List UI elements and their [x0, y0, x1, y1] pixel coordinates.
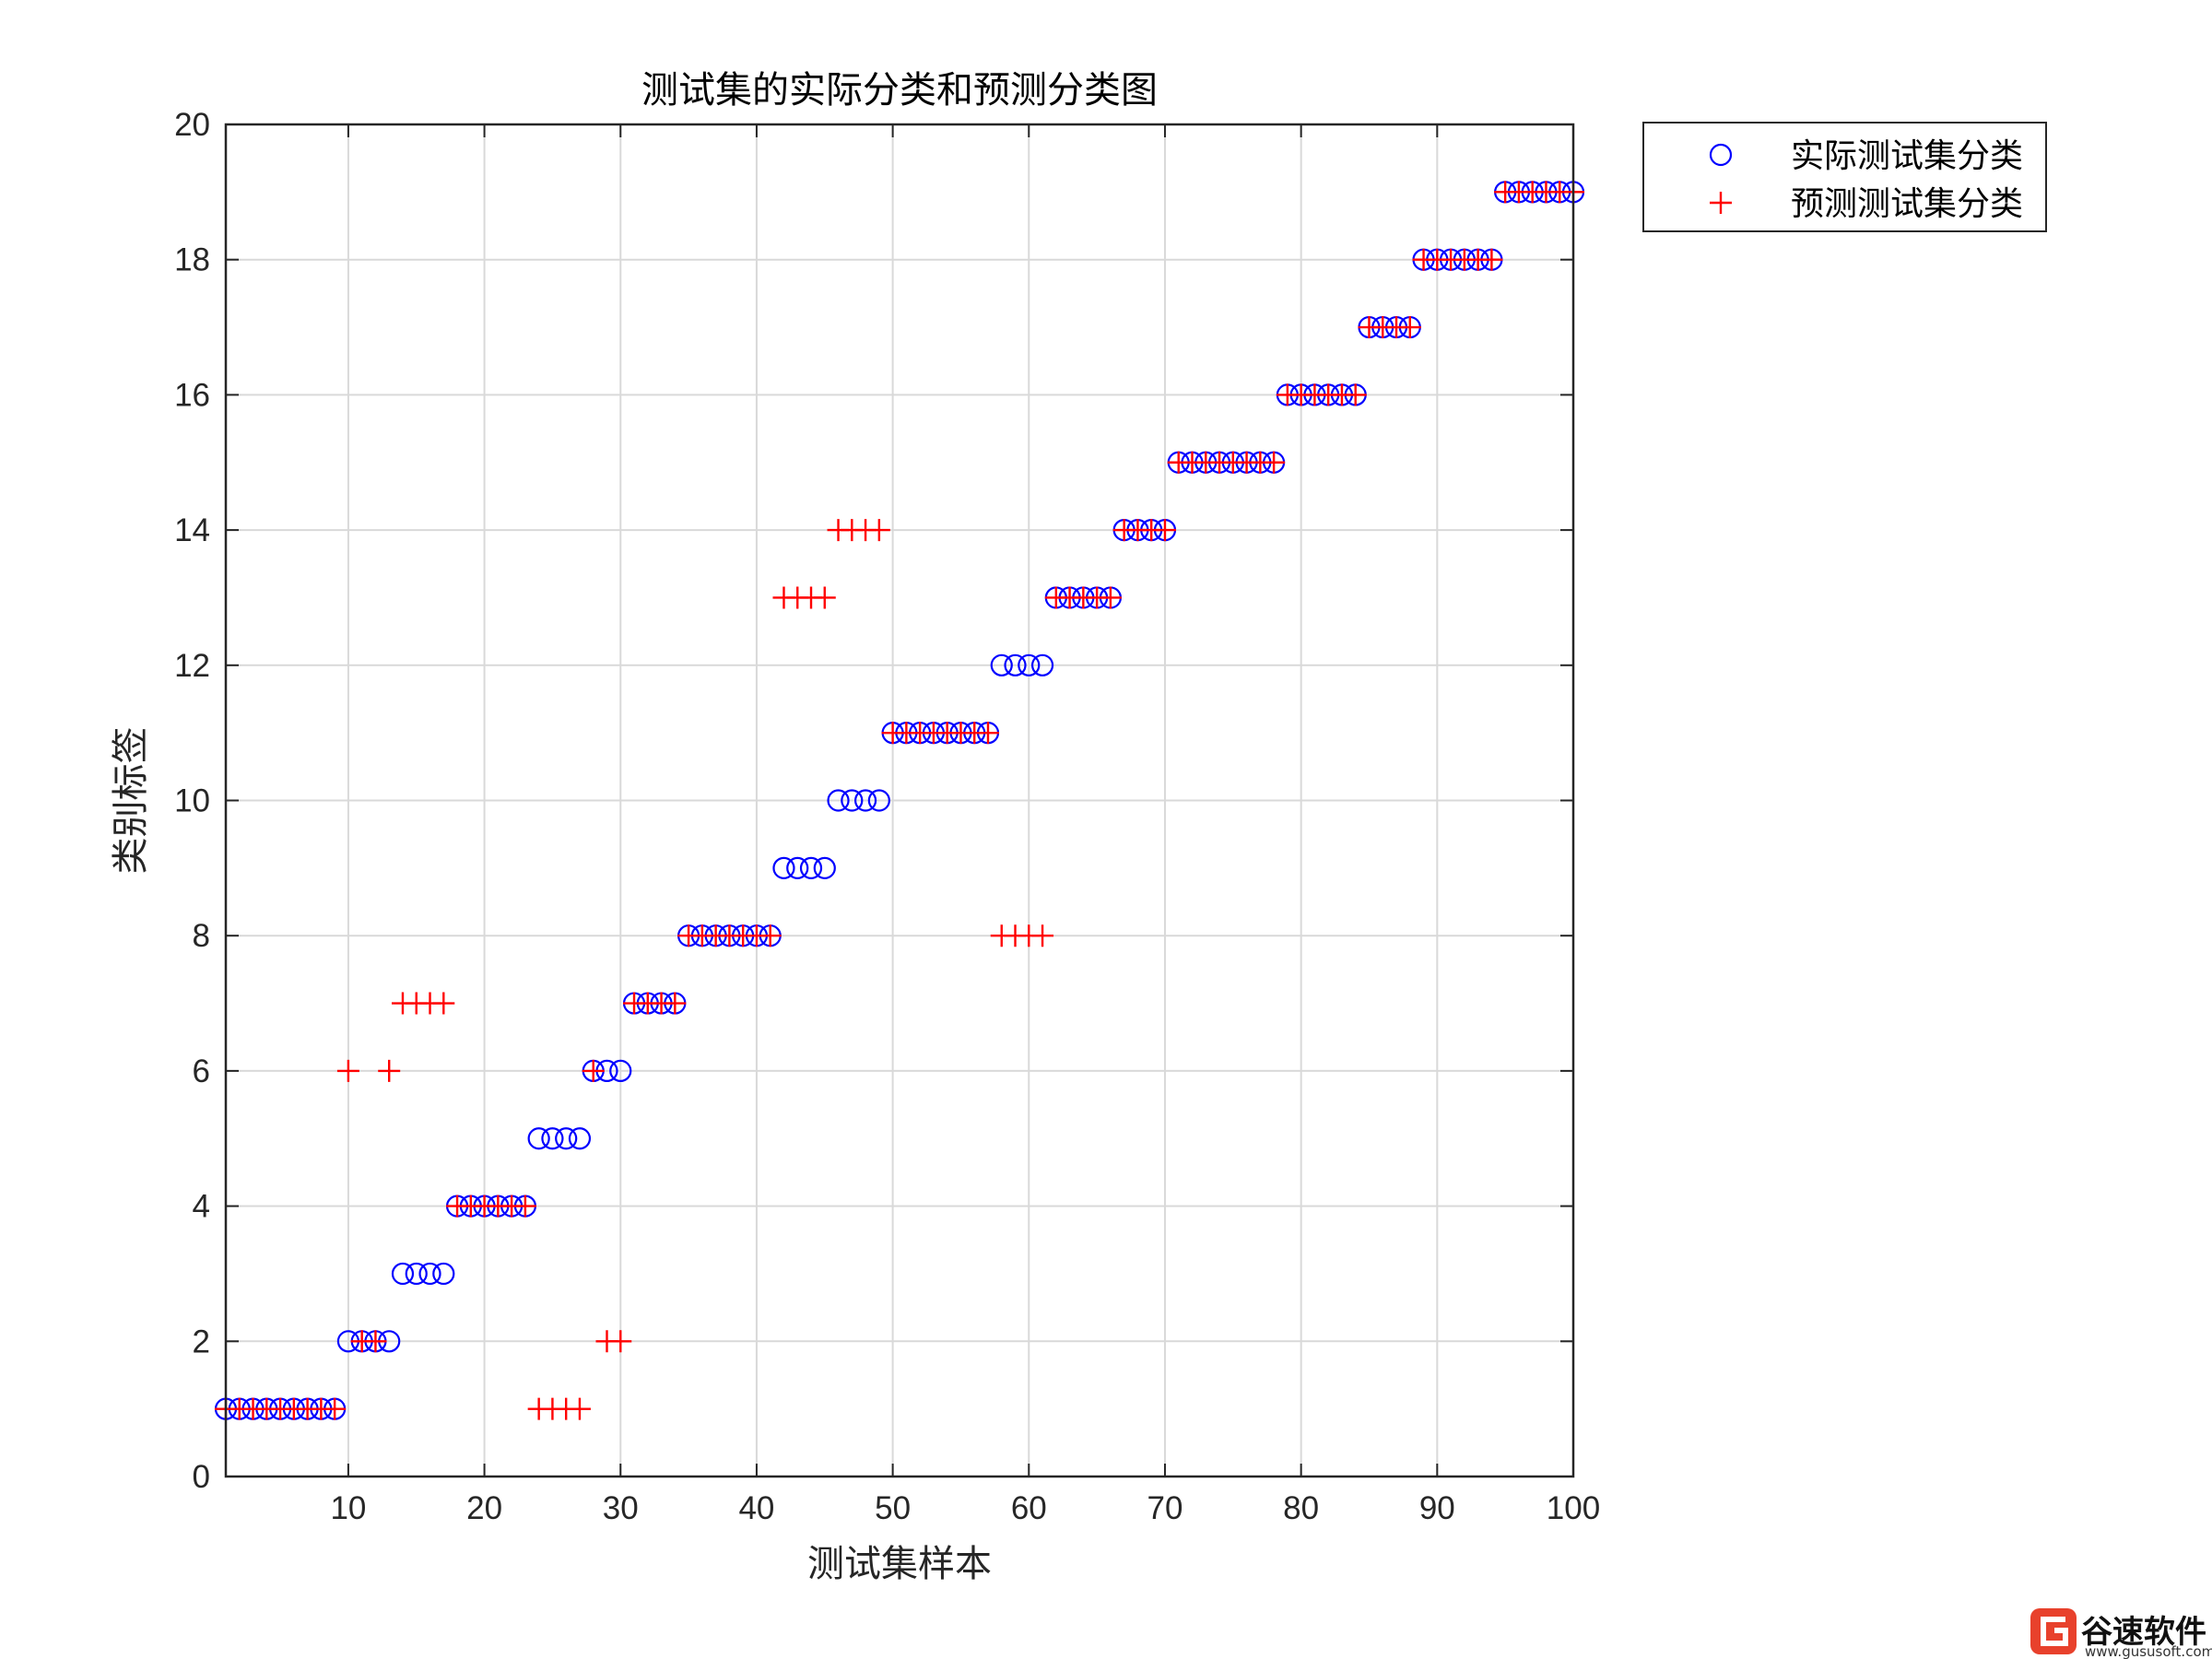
actual-point [867, 789, 890, 812]
y-tick-label: 20 [174, 107, 210, 143]
chart-title: 测试集的实际分类和预测分类图 [641, 69, 1158, 112]
y-tick-label: 2 [193, 1324, 210, 1359]
actual-point [841, 789, 864, 812]
predicted-point [1153, 519, 1176, 542]
legend-marker [1709, 143, 1733, 167]
predicted-point [609, 1330, 632, 1353]
data-marks [214, 181, 1585, 1420]
actual-point [527, 1127, 550, 1150]
actual-point [827, 789, 850, 812]
legend-entry-label: 实际测试集分类 [1791, 137, 2023, 175]
predicted-point [867, 519, 890, 542]
logo-text: 谷速软件 [2081, 1614, 2206, 1651]
actual-point [990, 653, 1013, 677]
predicted-point [568, 1397, 591, 1420]
predicted-point [432, 992, 455, 1015]
y-axis-label: 类别标签 [110, 727, 152, 875]
predicted-point [976, 722, 999, 745]
legend-box [1642, 122, 2047, 232]
predicted-point [582, 1059, 605, 1082]
actual-point [786, 856, 809, 879]
y-tick-label: 12 [174, 648, 210, 684]
actual-point [799, 856, 823, 879]
x-tick-label: 100 [1547, 1490, 1600, 1526]
actual-point [772, 856, 795, 879]
y-tick-label: 8 [193, 918, 210, 954]
legend-entry-label: 预测测试集分类 [1791, 185, 2023, 223]
y-tick-label: 0 [193, 1459, 210, 1495]
predicted-point [1099, 586, 1122, 609]
x-tick-label: 20 [466, 1490, 502, 1526]
x-tick-label: 30 [603, 1490, 639, 1526]
y-tick-label: 18 [174, 242, 210, 278]
x-tick-label: 70 [1147, 1490, 1183, 1526]
predicted-point [378, 1059, 401, 1082]
predicted-point [1398, 316, 1421, 339]
x-tick-label: 80 [1283, 1490, 1319, 1526]
logo-icon [2030, 1608, 2077, 1654]
actual-point [405, 1262, 428, 1286]
predicted-point [664, 992, 687, 1015]
predicted-point [324, 1397, 347, 1420]
actual-point [418, 1262, 441, 1286]
predicted-point [1480, 248, 1503, 271]
logo-url: www.gususoft.com [2085, 1643, 2212, 1659]
axis-ticks: 10 20 30 40 50 60 70 80 90 100 0 2 4 6 8 10 12 14 16 18 20 [174, 107, 1600, 1526]
actual-point [1018, 653, 1041, 677]
predicted-point [336, 1059, 359, 1082]
y-tick-label: 16 [174, 377, 210, 413]
predicted-point [759, 924, 782, 947]
watermark-logo: 谷速软件 www.gususoft.com [2030, 1608, 2212, 1659]
logo-g-glyph [2041, 1617, 2068, 1646]
actual-point [609, 1059, 632, 1083]
actual-point [391, 1262, 415, 1286]
y-tick-label: 14 [174, 512, 210, 548]
y-tick-label: 6 [193, 1053, 210, 1089]
series-2 [215, 181, 1584, 1420]
y-tick-label: 4 [193, 1189, 210, 1225]
y-tick-label: 10 [174, 783, 210, 819]
actual-point [1030, 653, 1054, 677]
x-tick-label: 50 [875, 1490, 911, 1526]
actual-point [432, 1262, 455, 1286]
actual-point [555, 1127, 578, 1150]
x-tick-label: 90 [1419, 1490, 1455, 1526]
actual-point [813, 856, 836, 879]
legend-marker [1710, 192, 1732, 214]
x-tick-label: 60 [1011, 1490, 1047, 1526]
x-tick-label: 10 [330, 1490, 366, 1526]
predicted-point [813, 586, 836, 609]
predicted-point [1344, 383, 1367, 406]
actual-point [1004, 653, 1027, 677]
x-axis-label: 测试集样本 [807, 1543, 992, 1585]
actual-point [568, 1127, 592, 1150]
actual-point [541, 1127, 564, 1150]
predicted-point [513, 1194, 536, 1218]
actual-point [853, 789, 877, 812]
predicted-point [1263, 451, 1286, 474]
x-tick-label: 40 [738, 1490, 774, 1526]
predicted-point [364, 1330, 387, 1353]
predicted-point [1031, 924, 1054, 947]
